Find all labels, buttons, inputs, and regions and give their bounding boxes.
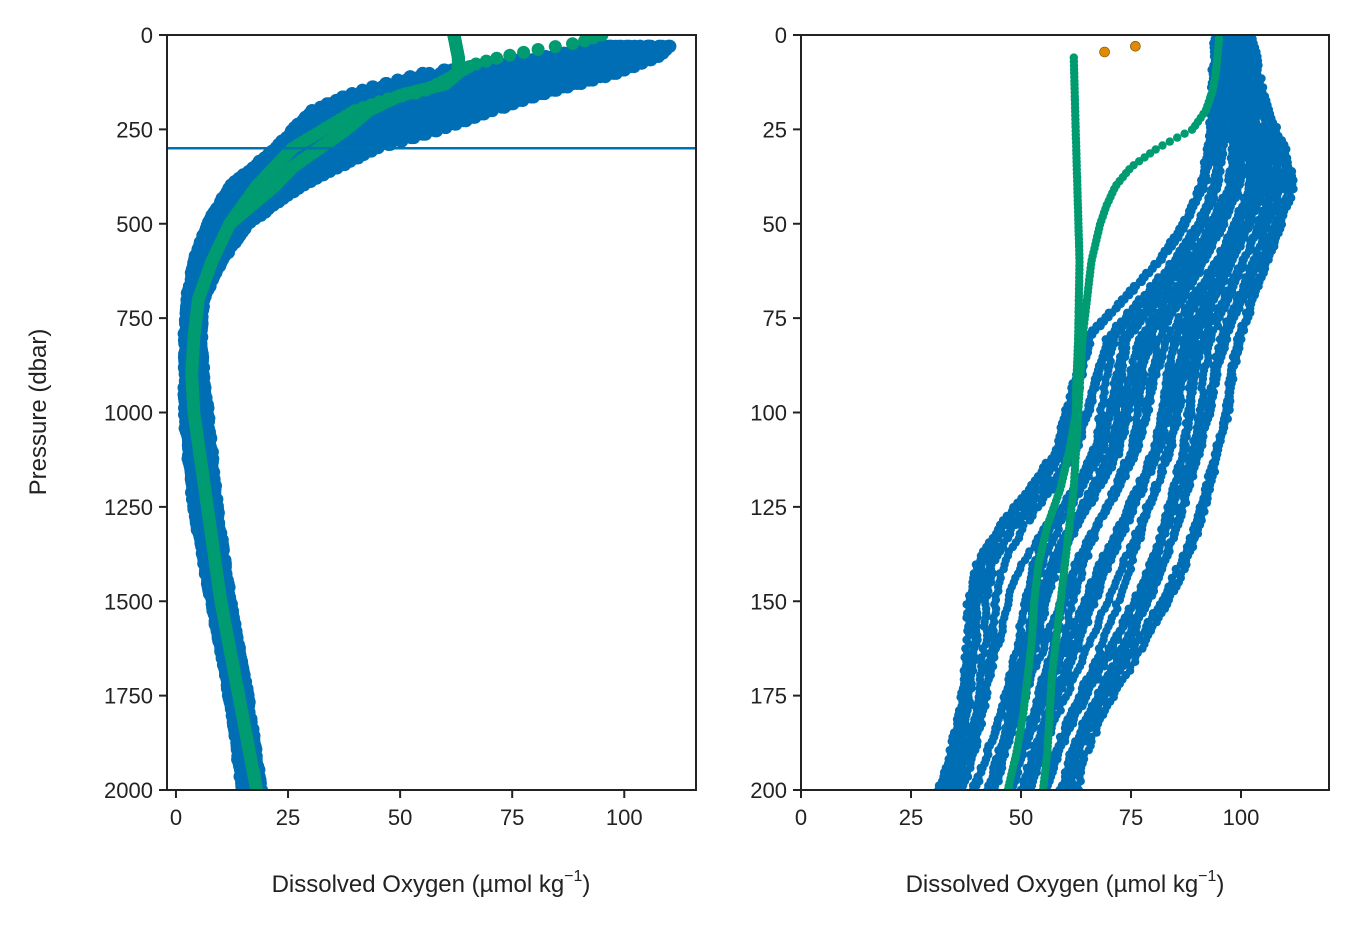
- left-panel: 0 25 50 75 100025050075010001250150017502000…: [25, 23, 697, 898]
- left-plot-marks: [167, 35, 696, 790]
- left-series-blue-0: [177, 39, 677, 790]
